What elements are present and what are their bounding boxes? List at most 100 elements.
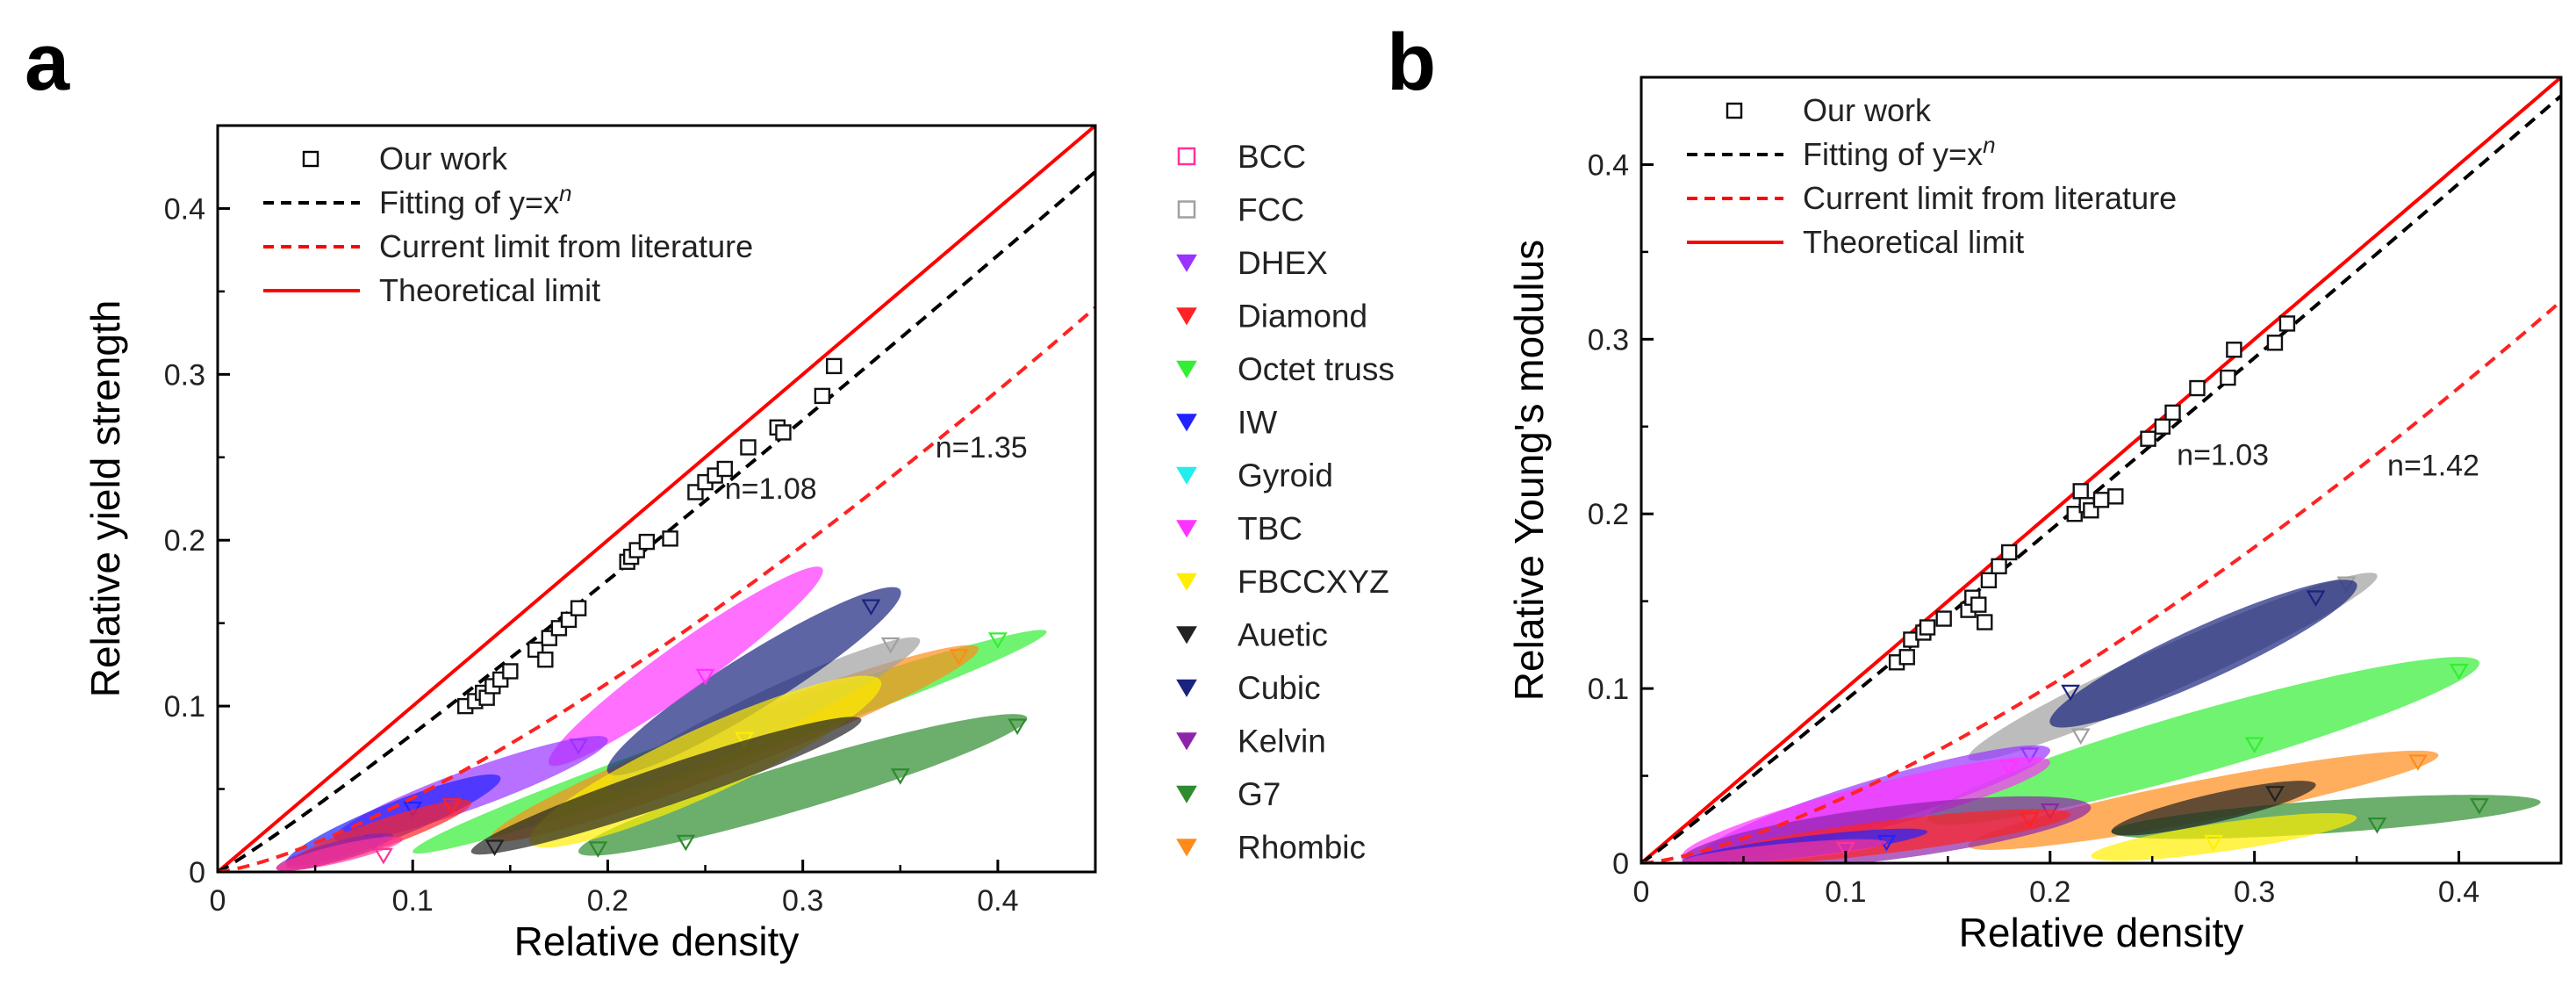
region-auetic [470,717,862,855]
x-tick-label: 0.1 [1825,875,1866,909]
legend-label-superscript: n [1983,132,1995,158]
our-work-point [1935,610,1952,627]
our-work-point [775,424,792,441]
panel-a-lattice-regions [276,566,1047,872]
region-bcc [1682,839,1887,863]
marker-g7 [1008,718,1028,736]
region-bcc [276,836,404,871]
our-work-point [2092,492,2110,508]
lattice-legend-label: Cubic [1238,670,1321,706]
lattice-legend-label: BCC [1238,139,1306,175]
theoretical-limit-line [218,126,1095,872]
marker-rhombic [2408,754,2428,771]
lattice-legend-label: TBC [1238,511,1302,547]
legend-label: Our work [1803,92,1932,128]
legend-label: Current limit from literature [379,228,753,264]
legend-label: Fitting of y=xn [1803,132,1996,172]
panel-a-axes: n=1.08 n=1.35 0 0.1 0.2 0.3 0.4 0 0.1 0.2 0.3 0.4 Re… [83,192,1028,964]
our-work-point [1977,614,1993,630]
legend-label-superscript: n [559,180,571,206]
x-tick-label: 0.3 [782,884,823,918]
x-tick-label: 0.2 [2029,875,2070,909]
lattice-legend-symbol [1176,732,1197,751]
lattice-legend-symbol [1176,466,1197,485]
marker-rhombic [949,649,969,666]
panel-b-chart: n=1.03 n=1.42 0 0.1 0.2 0.3 0.4 0 0.1 0.2 0.3 0.4 Re… [1506,76,2563,955]
marker-g7 [2367,817,2387,834]
our-work-point [2164,404,2181,421]
fit-exponent-label: n=1.08 [725,472,817,506]
marker-g7 [588,841,608,858]
marker-g7 [890,768,910,785]
region-fbccxyz [2091,812,2357,861]
x-tick-label: 0.2 [587,884,628,918]
lattice-legend-symbol [1176,254,1197,272]
lattice-legend-label: Kelvin [1238,724,1326,760]
y-tick-label: 0 [1612,847,1629,881]
marker-octet-truss [987,632,1008,649]
x-axis-title: Relative density [514,918,800,964]
our-work-point [502,663,519,680]
panel-a-legend: Our work Fitting of y=xn Current limit fro… [263,140,753,308]
x-tick-label: 0.3 [2234,875,2275,909]
lattice-legend-symbol [1176,573,1197,591]
panel-a-lattice-legend: BCC FCC DHEX Diamond Octet truss IW Gyroid TBC F… [1176,139,1395,866]
region-auetic [2111,781,2316,836]
fit-line [1641,94,2561,863]
our-work-point [2220,369,2236,386]
x-tick-label: 0 [1633,875,1650,909]
region-cubic [2049,580,2357,728]
y-tick-label: 0.2 [1588,498,1629,531]
our-work-point [570,600,587,616]
lattice-legend-symbol [1176,307,1197,326]
marker-g7 [2469,798,2489,815]
panel-b-reference-lines [1641,77,2561,863]
lattice-legend-label: FCC [1238,192,1304,228]
fit-line [218,170,1095,872]
y-axis-title: Relative yield strength [83,300,128,698]
panel-label-b: b [1387,18,1436,107]
lattice-legend-label: IW [1238,405,1277,441]
lattice-legend-symbol [1177,200,1196,219]
marker-tbc [1999,760,2020,776]
y-tick-label: 0.3 [164,358,205,392]
y-tick-label: 0.3 [1588,323,1629,357]
panel-a-chart: n=1.08 n=1.35 0 0.1 0.2 0.3 0.4 0 0.1 0.2 0.3 0.4 Re… [83,124,1395,964]
y-tick-label: 0 [189,856,205,890]
legend-label: Our work [379,140,508,176]
x-tick-label: 0.1 [392,884,434,918]
x-tick-label: 0 [210,884,226,918]
our-work-point [826,357,843,375]
lattice-legend-symbol [1176,414,1197,432]
our-work-point [2154,418,2171,435]
legend-label: Theoretical limit [1803,224,2024,260]
literature-limit-line [218,306,1095,872]
lattice-legend-symbol [1176,839,1197,857]
marker-octet-truss [2244,737,2264,754]
marker-fcc [880,637,901,654]
marker-diamond [2020,811,2040,829]
lattice-legend-label: Diamond [1238,299,1367,335]
marker-dhex [569,738,589,755]
y-tick-label: 0.1 [164,690,205,724]
panel-b-lattice-regions [1682,573,2541,863]
lattice-legend-symbol [1176,679,1197,697]
marker-bcc [373,847,393,865]
marker-diamond [441,798,462,815]
legend-label: Current limit from literature [1803,180,2177,216]
our-work-point [1991,558,2007,575]
marker-octet-truss [2449,663,2469,681]
our-work-point [2266,335,2284,351]
our-work-point [740,439,757,456]
y-tick-label: 0.4 [1588,148,1629,182]
legend-label: Theoretical limit [379,272,600,308]
panel-b-axes: n=1.03 n=1.42 0 0.1 0.2 0.3 0.4 0 0.1 0.2 0.3 0.4 Re… [1506,148,2479,955]
lattice-legend-symbol [1176,626,1197,645]
panel-a-reference-lines [218,126,1095,872]
our-work-point [2226,342,2242,358]
marker-auetic [484,839,505,856]
lattice-legend-symbol [1176,360,1197,378]
lattice-legend-label: FBCCXYZ [1238,564,1389,600]
marker-tbc [695,668,715,686]
